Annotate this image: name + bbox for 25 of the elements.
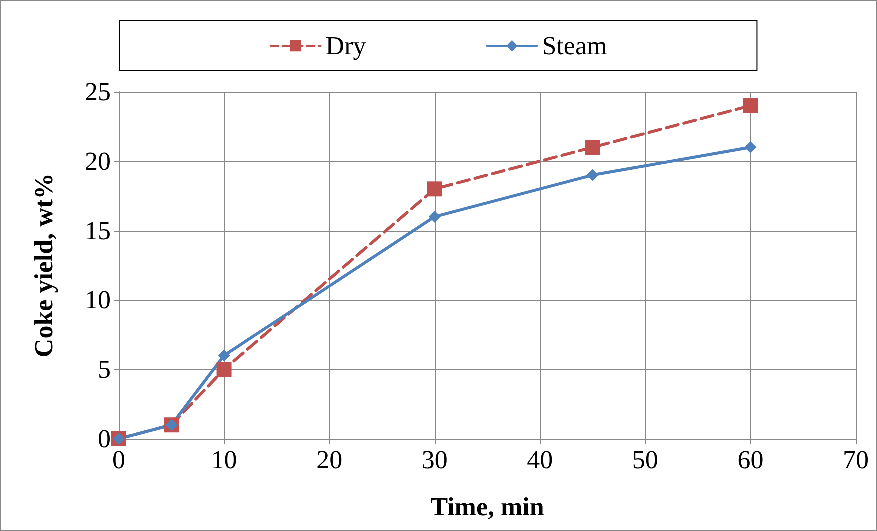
y-tick-label: 5 — [98, 355, 111, 384]
point — [585, 140, 600, 156]
point — [216, 362, 232, 378]
point — [218, 350, 230, 362]
x-tick-label: 10 — [211, 446, 238, 474]
legend-label: Steam — [542, 32, 608, 60]
x-tick-label: 50 — [632, 446, 658, 474]
y-tick-label: 0 — [98, 424, 111, 454]
x-tick-label: 40 — [527, 446, 554, 474]
y-axis-title: Coke yield, wt% — [30, 173, 58, 358]
x-tick-label: 70 — [843, 446, 869, 474]
x-tick-label: 30 — [422, 446, 448, 474]
point — [744, 142, 757, 154]
y-tick-label: 15 — [85, 216, 111, 246]
y-tick-label: 20 — [85, 146, 111, 176]
x-tick-label: 20 — [316, 446, 343, 474]
point — [743, 98, 758, 114]
point — [586, 169, 599, 182]
y-tick-label: 25 — [85, 78, 111, 106]
legend-label: Dry — [326, 32, 366, 60]
y-tick-label: 10 — [85, 286, 111, 315]
point — [428, 210, 441, 223]
x-tick-label: 60 — [738, 446, 764, 474]
point — [427, 182, 442, 197]
x-axis-title: Time, min — [430, 492, 545, 522]
